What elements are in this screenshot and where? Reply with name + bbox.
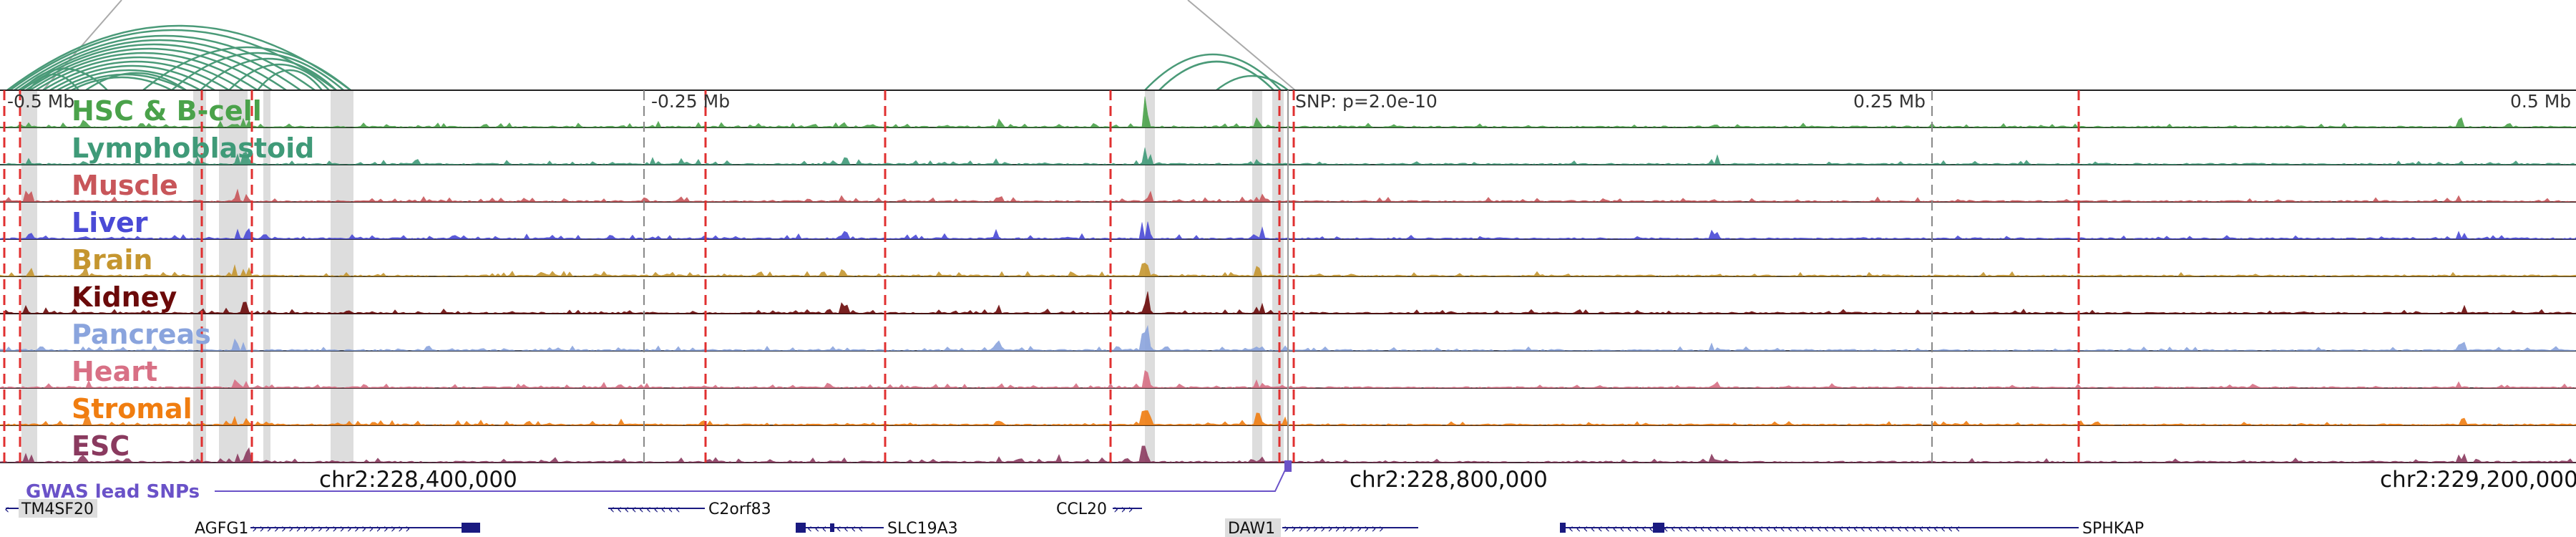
interaction-arc bbox=[1216, 74, 1289, 91]
axis-label-minus-quarter: -0.25 Mb bbox=[651, 91, 730, 112]
coordinate-label-1: chr2:228,400,000 bbox=[319, 467, 517, 493]
interaction-arc bbox=[257, 69, 323, 91]
axis-label-snp: SNP: p=2.0e-10 bbox=[1295, 91, 1438, 112]
track-label-kidney: Kidney bbox=[72, 281, 177, 313]
track-label-lympho: Lymphoblastoid bbox=[72, 132, 314, 164]
interaction-arc bbox=[25, 47, 273, 92]
axis-label-plus-quarter: 0.25 Mb bbox=[1853, 91, 1926, 112]
interaction-arc bbox=[28, 73, 79, 91]
interaction-arc bbox=[1144, 53, 1282, 91]
track-label-stromal: Stromal bbox=[72, 393, 192, 425]
track-label-heart: Heart bbox=[72, 356, 157, 387]
gene-label-slc19a3: SLC19A3 bbox=[887, 520, 958, 537]
interaction-arcs bbox=[6, 0, 1296, 92]
interaction-arc bbox=[228, 63, 330, 91]
gene-label-daw1: DAW1 bbox=[1228, 520, 1275, 537]
track-label-esc: ESC bbox=[72, 430, 130, 462]
track-label-brain: Brain bbox=[72, 244, 152, 276]
track-label-pancreas: Pancreas bbox=[72, 319, 211, 350]
track-signal bbox=[0, 262, 2576, 277]
track-signal bbox=[0, 324, 2576, 352]
gene-label-c2orf83: C2orf83 bbox=[708, 500, 771, 518]
gene-exon-slc19a3-1 bbox=[796, 523, 806, 533]
track-signal bbox=[0, 221, 2576, 240]
gene-strand-tm4sf20: ‹ bbox=[4, 502, 9, 517]
gene-label-sphkap: SPHKAP bbox=[2082, 520, 2144, 537]
gene-label-tm4sf20: TM4SF20 bbox=[21, 500, 94, 518]
gene-label-bg-tm4sf20 bbox=[19, 499, 97, 518]
vertical-markers bbox=[3, 90, 2080, 463]
gwas-connector bbox=[215, 463, 1289, 492]
gene-strand-daw1: ›››››››››››››› bbox=[1284, 521, 1386, 536]
gene-strand-agfg1: ›››››››››››››››››››››› bbox=[252, 521, 412, 536]
track-labels: HSC & B-cell Lymphoblastoid Muscle Liver Bra… bbox=[72, 95, 314, 462]
gene-exon-sphkap-2 bbox=[1653, 523, 1664, 533]
gene-track: ‹ TM4SF20 AGFG1 ›››››››››››››››››››››› ‹… bbox=[4, 499, 2144, 537]
gene-label-ccl20: CCL20 bbox=[1056, 500, 1107, 518]
track-signal bbox=[0, 147, 2576, 165]
interaction-arc bbox=[21, 67, 108, 91]
track-signal bbox=[0, 291, 2576, 314]
track-label-hsc: HSC & B-cell bbox=[72, 95, 262, 127]
arc-guide-right bbox=[1187, 0, 1296, 91]
axis-label-plus-half: 0.5 Mb bbox=[2510, 91, 2571, 112]
track-signal bbox=[0, 410, 2576, 426]
gene-strand-ccl20: ››› bbox=[1113, 502, 1136, 517]
interaction-arc bbox=[71, 76, 172, 92]
interaction-arc bbox=[142, 46, 351, 91]
gwas-row: GWAS lead SNPs bbox=[26, 460, 1292, 503]
gene-label-agfg1: AGFG1 bbox=[195, 520, 248, 537]
track-signal bbox=[0, 369, 2576, 389]
gene-exon-agfg1 bbox=[462, 523, 480, 533]
track-label-muscle: Muscle bbox=[72, 170, 178, 201]
gwas-snp-marker bbox=[1284, 460, 1292, 472]
track-signal bbox=[0, 188, 2576, 203]
track-signal bbox=[0, 96, 2576, 128]
gene-strand-sphkap: ‹‹‹‹‹‹‹‹‹‹‹‹‹‹‹‹‹‹‹‹‹‹‹‹‹‹‹‹‹‹‹‹‹‹‹‹‹‹‹‹… bbox=[1568, 521, 1963, 536]
interaction-arc bbox=[49, 64, 215, 92]
interaction-arc bbox=[42, 60, 230, 92]
interaction-arc bbox=[29, 52, 258, 92]
distance-axis: -0.5 Mb -0.25 Mb SNP: p=2.0e-10 0.25 Mb … bbox=[7, 91, 2571, 112]
interaction-arc bbox=[171, 52, 344, 91]
gene-exon-sphkap-1 bbox=[1560, 523, 1566, 533]
interaction-arc bbox=[1158, 60, 1274, 91]
genomic-coordinates: chr2:228,400,000 chr2:228,800,000 chr2:2… bbox=[319, 467, 2576, 493]
gene-strand-c2orf83: ‹‹‹‹‹‹‹‹‹‹ bbox=[610, 502, 683, 517]
interaction-arc bbox=[35, 56, 244, 92]
axis-label-minus-half: -0.5 Mb bbox=[7, 91, 74, 112]
track-label-liver: Liver bbox=[72, 207, 148, 238]
coordinate-label-2: chr2:228,800,000 bbox=[1350, 467, 1548, 493]
interaction-arc bbox=[200, 57, 337, 91]
gene-label-bg-daw1 bbox=[1225, 518, 1281, 537]
gene-exon-slc19a3-2 bbox=[830, 523, 834, 532]
interaction-arc bbox=[85, 72, 187, 92]
gene-strand-slc19a3: ‹‹‹‹‹‹‹‹ bbox=[807, 521, 866, 536]
coordinate-label-3: chr2:229,200,000 bbox=[2380, 467, 2576, 493]
